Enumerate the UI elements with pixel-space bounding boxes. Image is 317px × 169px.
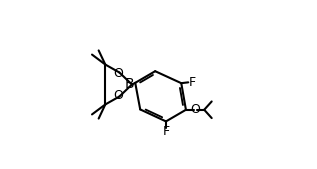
Text: O: O bbox=[114, 89, 124, 102]
Text: O: O bbox=[114, 67, 124, 80]
Text: F: F bbox=[189, 76, 196, 89]
Text: O: O bbox=[191, 103, 201, 116]
Text: F: F bbox=[162, 125, 170, 138]
Text: B: B bbox=[125, 78, 134, 91]
